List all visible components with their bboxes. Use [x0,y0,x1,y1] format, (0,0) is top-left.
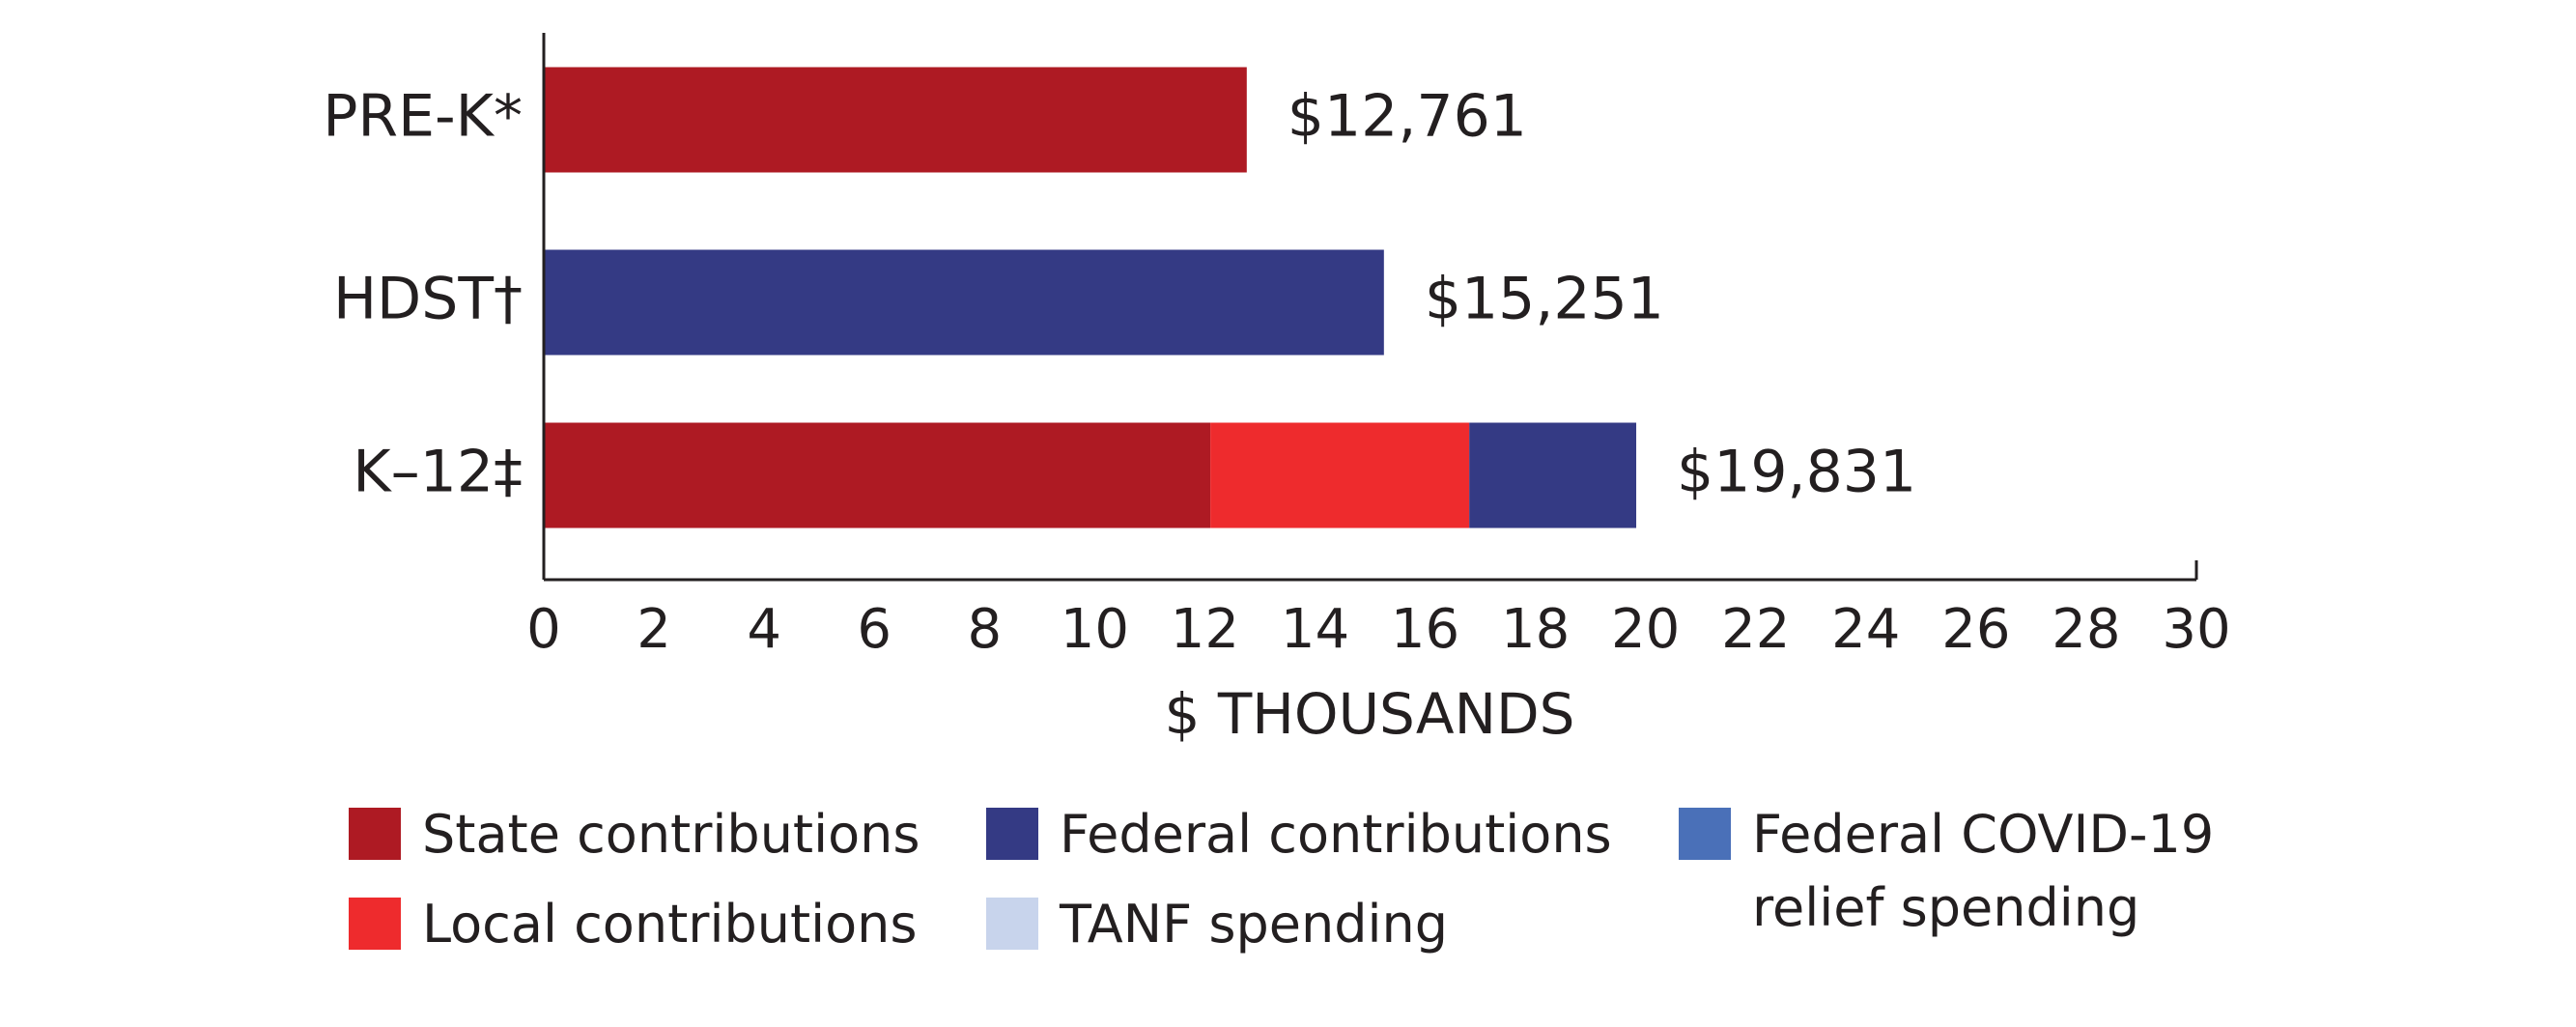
value-label: $12,761 [1288,83,1527,151]
bar-segment [544,249,1384,356]
x-tick-label: 30 [2162,598,2230,661]
y-tick-label: K–12‡ [353,439,523,506]
x-tick-label: 28 [2052,598,2120,661]
x-tick-label: 18 [1501,598,1570,661]
legend-label: Federal contributions [1060,804,1612,865]
x-tick-label: 24 [1831,598,1900,661]
y-tick-label: HDST† [333,266,523,333]
x-tick-label: 20 [1611,598,1680,661]
bar-segment [1210,422,1470,528]
value-label: $15,251 [1425,266,1664,333]
x-tick-label: 6 [857,598,892,661]
x-axis-title: $ THOUSANDS [1165,681,1575,747]
x-tick-label: 4 [747,598,781,661]
x-tick-label: 14 [1281,598,1349,661]
legend-label: TANF spending [1060,894,1448,955]
legend-swatch [349,808,401,860]
legend-item: TANF spending [986,888,1643,961]
bar-segment [544,422,1211,528]
x-tick-label: 10 [1061,598,1129,661]
x-tick-label: 8 [967,598,1002,661]
legend-item: Federal contributions [986,798,1643,871]
y-tick-label: PRE-K* [323,83,523,151]
legend-label: Local contributions [422,894,918,955]
legend-item: Local contributions [349,888,948,961]
x-tick-label: 2 [637,598,671,661]
x-tick-label: 22 [1721,598,1790,661]
x-tick-label: 26 [1941,598,2010,661]
legend-label: State contributions [422,804,920,865]
x-tick-label: 0 [526,598,561,661]
x-tick-label: 16 [1391,598,1459,661]
legend-item: Federal COVID-19 relief spending [1679,798,2278,945]
legend-swatch [986,898,1038,950]
legend-swatch [349,898,401,950]
legend-swatch [1679,808,1731,860]
bar-segment [544,67,1247,173]
value-label: $19,831 [1677,439,1916,506]
bar-segment [1469,422,1637,528]
legend-label: Federal COVID-19 relief spending [1752,804,2215,938]
legend-item: State contributions [349,798,948,871]
x-tick-label: 12 [1171,598,1239,661]
legend-swatch [986,808,1038,860]
